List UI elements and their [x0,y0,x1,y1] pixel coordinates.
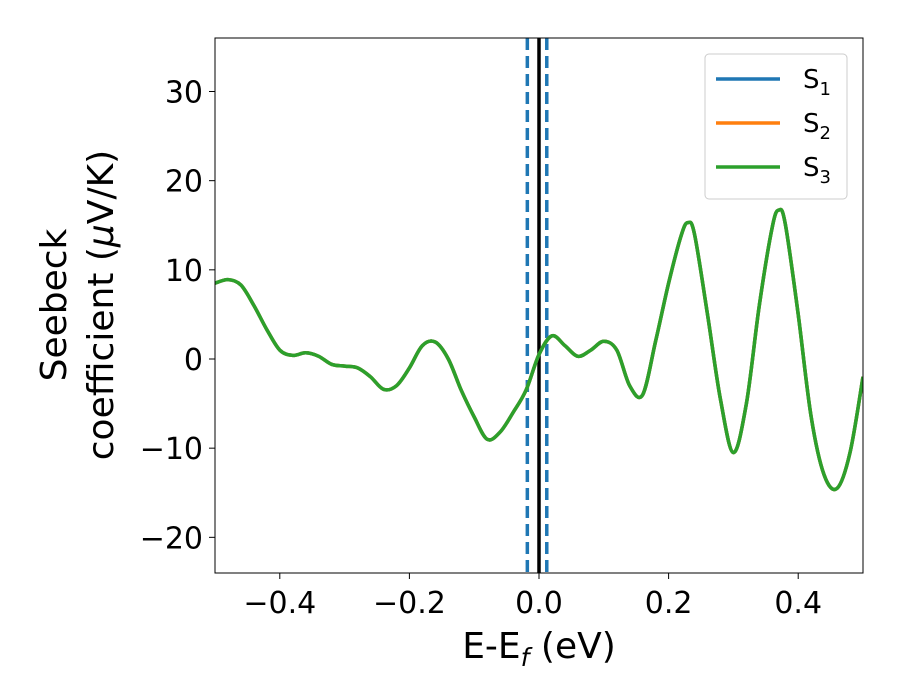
x-tick-label: 0.0 [515,586,563,621]
y-axis-label-line1: Seebeck [34,228,75,381]
legend: S1 S2 S3 [704,53,848,200]
x-axis-label: E-Ef (eV) [462,626,616,672]
y-tick-label: −20 [140,521,203,556]
legend-label: S3 [803,153,831,188]
x-tick-label: −0.4 [243,586,316,621]
legend-box [704,53,848,200]
x-tick-label: 0.4 [774,586,822,621]
legend-label: S2 [803,109,831,144]
y-axis-label-unit: V/K) [81,150,122,224]
y-tick-label: 30 [165,76,203,111]
y-axis-label-mu: μ [81,224,122,248]
y-axis-label-prefix: coefficient ( [81,247,122,460]
y-tick-label: 20 [165,165,203,200]
y-tick-label: 0 [184,343,203,378]
y-tick-label: −10 [140,432,203,467]
x-tick-label: −0.2 [373,586,446,621]
series-line-S3 [215,207,863,492]
x-tick-label: 0.2 [645,586,693,621]
legend-label: S1 [803,65,831,100]
x-axis-label-main: E-E [462,626,520,667]
x-axis-label-unit: (eV) [529,626,615,667]
y-tick-label: 10 [165,254,203,289]
y-axis-label-line2: coefficient (μV/K) [81,150,122,460]
